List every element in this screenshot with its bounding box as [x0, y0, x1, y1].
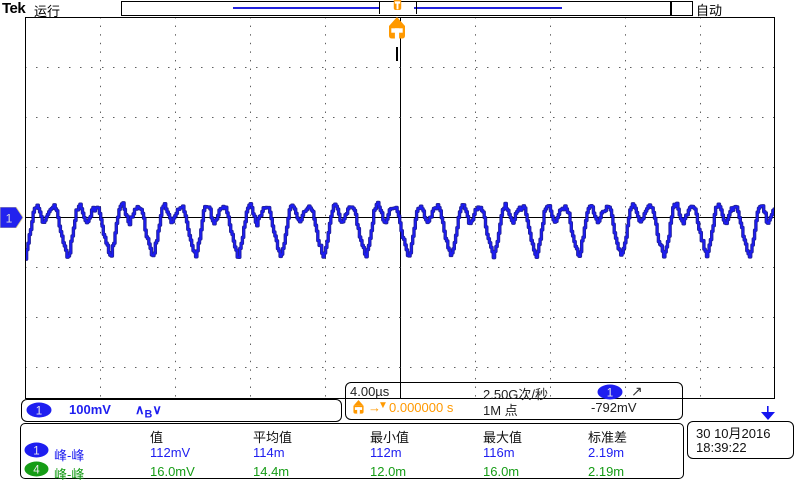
- svg-text:1: 1: [33, 446, 39, 458]
- svg-text:1: 1: [6, 212, 13, 226]
- svg-text:4: 4: [33, 465, 40, 477]
- svg-text:1: 1: [607, 388, 613, 400]
- svg-text:1: 1: [36, 406, 42, 418]
